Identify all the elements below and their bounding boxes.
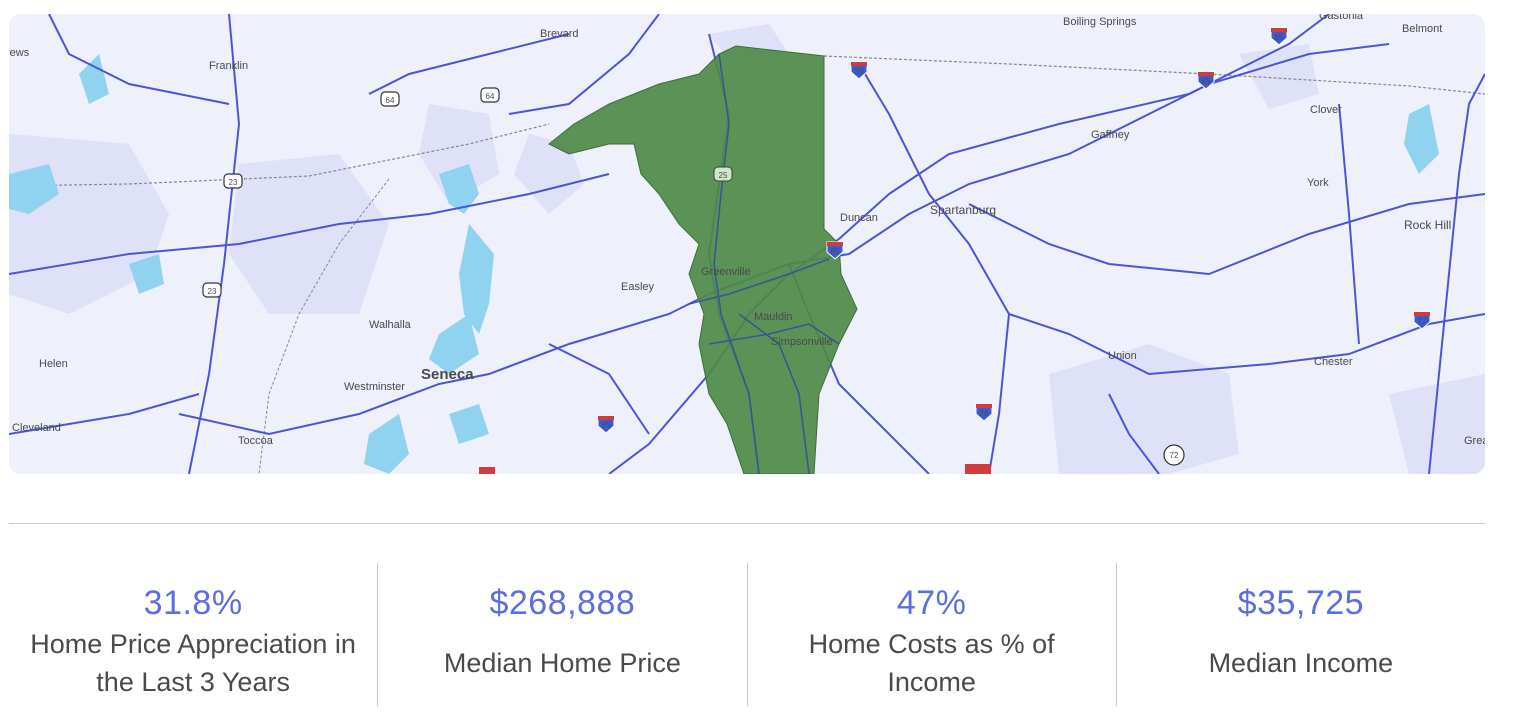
place-walhalla: Walhalla (369, 319, 412, 331)
us-64-shield-a: 64 (380, 91, 400, 107)
stat-value: $268,888 (489, 584, 636, 622)
stat-label: Home Costs as % of Income (808, 629, 1055, 697)
place-easley: Easley (621, 281, 655, 293)
us-23-label-a: 23 (229, 178, 238, 187)
interstate-26-shield-a: 26 (850, 61, 868, 80)
interstate-85-shield-c: 85 (826, 241, 844, 260)
place-franklin: Franklin (209, 60, 248, 72)
section-divider (9, 523, 1485, 524)
stat-home-price-appreciation: 31.8% Home Price Appreciation in the Las… (9, 563, 377, 706)
stat-median-home-price: $268,888 Median Home Price (377, 563, 746, 706)
stat-label: Median Home Price (443, 648, 681, 678)
us-64-label-b: 64 (486, 92, 495, 101)
county-roads (688, 53, 840, 474)
place-grea: Grea (1464, 435, 1485, 447)
interstate-85-shield-d: 85 (597, 415, 615, 434)
interstate-85-label-c: 85 (831, 247, 840, 256)
place-mauldin: Mauldin (754, 311, 793, 323)
interstate-shield-partial (479, 467, 495, 474)
interstate-85-shield-a: 85 (1197, 71, 1215, 90)
place-cleveland: Cleveland (12, 422, 61, 434)
place-spartanburg: Spartanburg (930, 203, 996, 217)
us-64-shield-b: 64 (480, 87, 500, 103)
us-23-label-b: 23 (208, 287, 217, 296)
place-belmont: Belmont (1402, 23, 1442, 35)
place-york: York (1307, 177, 1329, 189)
place-greenville: Greenville (701, 266, 751, 278)
place-chester: Chester (1314, 356, 1353, 368)
place-brevard: Brevard (540, 28, 579, 40)
us-23-shield-a: 23 (223, 173, 243, 189)
us-64-label-a: 64 (386, 96, 395, 105)
region-map[interactable]: 85 85 85 85 26 26 77 (9, 14, 1485, 474)
map-canvas: 85 85 85 85 26 26 77 (9, 14, 1485, 474)
us-25-label: 25 (719, 171, 728, 180)
state-border (9, 123, 550, 187)
place-rock-hill: Rock Hill (1404, 218, 1451, 232)
stat-median-income: $35,725 Median Income (1115, 563, 1485, 706)
interstate-26-label-a: 26 (855, 67, 864, 76)
interstate-26-shield-b: 26 (975, 403, 993, 422)
stat-label: Home Price Appreciation in the Last 3 Ye… (30, 629, 356, 697)
place-toccoa: Toccoa (238, 435, 274, 447)
state-route-72-label: 72 (1170, 451, 1179, 460)
interstate-85-label-d: 85 (602, 421, 611, 430)
stats-row: 31.8% Home Price Appreciation in the Las… (9, 548, 1485, 708)
place-boiling-springs: Boiling Springs (1063, 16, 1137, 28)
stat-label: Median Income (1208, 648, 1394, 678)
place-gaffney: Gaffney (1091, 129, 1130, 141)
stat-home-costs-percent-income: 47% Home Costs as % of Income (746, 563, 1116, 706)
state-border-ga-sc (258, 178, 390, 474)
interstate-85-label-a: 85 (1202, 77, 1211, 86)
us-25-shield: 25 (713, 166, 733, 182)
place-seneca: Seneca (421, 366, 474, 383)
stat-value: 31.8% (143, 584, 243, 622)
interstate-85-shield-b: 85 (1270, 27, 1288, 46)
stat-value: 47% (896, 584, 967, 622)
place-helen: Helen (39, 358, 68, 370)
interstate-shield-partial (965, 464, 991, 474)
place-clover: Clover (1310, 104, 1342, 116)
interstate-26-label-b: 26 (980, 409, 989, 418)
place-westminster: Westminster (344, 381, 405, 393)
place-duncan: Duncan (840, 212, 878, 224)
interstate-85-label-b: 85 (1275, 33, 1284, 42)
highlighted-county[interactable] (548, 45, 858, 474)
us-23-shield-b: 23 (202, 282, 222, 298)
interstate-77-shield: 77 (1413, 311, 1431, 330)
state-border-nc-sc (823, 55, 1485, 95)
interstate-77-label: 77 (1418, 317, 1427, 326)
stat-value: $35,725 (1237, 584, 1365, 622)
state-route-72-shield: 72 (1163, 444, 1185, 466)
place-gastonia: Gastonia (1319, 14, 1364, 22)
place-rews: rews (9, 47, 30, 59)
place-simpsonville: Simpsonville (771, 336, 833, 348)
place-union: Union (1108, 350, 1137, 362)
lakes (9, 54, 1439, 474)
